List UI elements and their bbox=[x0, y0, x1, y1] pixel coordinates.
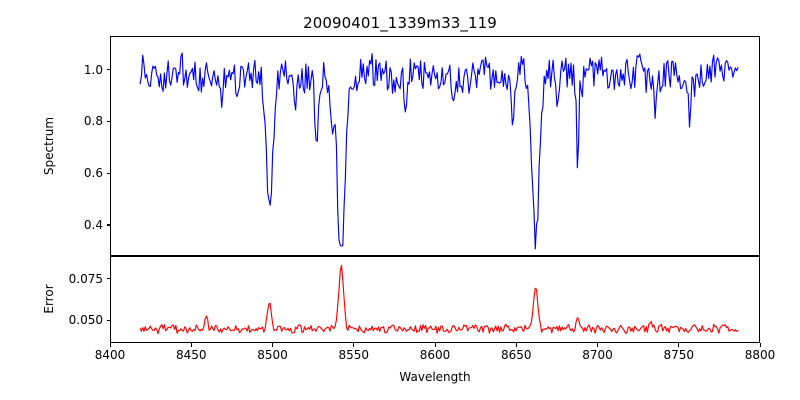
x-tick-mark bbox=[353, 343, 355, 347]
spectrum-y-tick-label: 0.6 bbox=[83, 166, 103, 181]
x-tick-mark bbox=[759, 343, 761, 347]
spectrum-y-tick-label: 0.4 bbox=[83, 217, 103, 232]
spectrum-y-tick-label: 1.0 bbox=[83, 62, 103, 77]
x-axis-title: Wavelength bbox=[399, 370, 471, 384]
error-y-tick-label: 0.050 bbox=[68, 313, 103, 328]
error-plot-area bbox=[110, 256, 760, 343]
spectrum-line-series bbox=[111, 37, 759, 255]
x-tick-label: 8700 bbox=[582, 348, 613, 362]
x-tick-mark bbox=[515, 343, 517, 347]
spectrum-y-tick-mark bbox=[106, 120, 110, 122]
page-title: 20090401_1339m33_119 bbox=[303, 14, 497, 32]
spectrum-y-tick-mark bbox=[106, 172, 110, 174]
error-y-tick-mark bbox=[106, 319, 110, 321]
spectrum-y-tick-mark bbox=[106, 224, 110, 226]
error-line-series bbox=[111, 257, 759, 342]
error-y-tick-label: 0.075 bbox=[68, 271, 103, 286]
x-tick-label: 8450 bbox=[175, 348, 207, 362]
spectrum-y-tick-label: 0.8 bbox=[83, 114, 103, 129]
spectrum-y-tick-mark bbox=[106, 69, 110, 71]
x-tick-mark bbox=[597, 343, 599, 347]
error-y-tick-mark bbox=[106, 278, 110, 280]
x-tick-mark bbox=[109, 343, 111, 347]
x-tick-mark bbox=[434, 343, 436, 347]
x-tick-label: 8400 bbox=[94, 348, 126, 362]
x-tick-label: 8600 bbox=[419, 348, 451, 362]
x-tick-label: 8750 bbox=[663, 348, 695, 362]
x-tick-mark bbox=[272, 343, 274, 347]
x-tick-label: 8800 bbox=[744, 348, 776, 362]
error-y-axis-title: Error bbox=[42, 284, 56, 314]
x-tick-mark bbox=[678, 343, 680, 347]
x-tick-mark bbox=[190, 343, 192, 347]
x-tick-label: 8650 bbox=[500, 348, 532, 362]
spectrum-y-axis-title: Spectrum bbox=[42, 116, 56, 176]
x-tick-label: 8500 bbox=[257, 348, 288, 362]
spectrum-plot-area bbox=[110, 36, 760, 256]
x-tick-label: 8550 bbox=[338, 348, 370, 362]
